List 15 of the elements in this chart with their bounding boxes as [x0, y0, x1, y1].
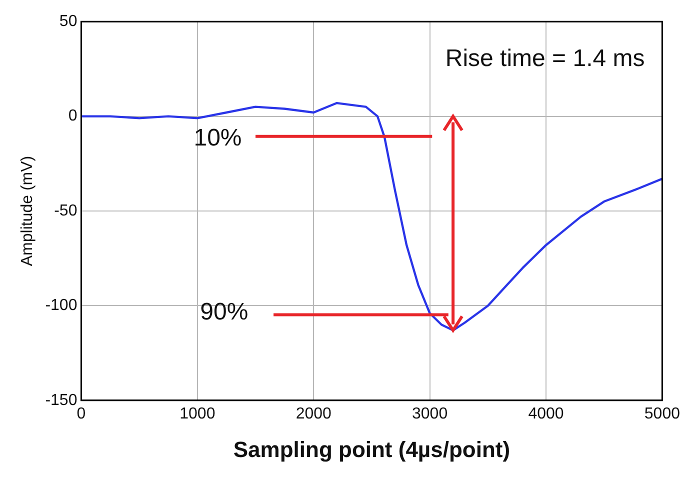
x-tick-label: 5000	[644, 405, 680, 422]
x-axis-title: Sampling point (4µs/point)	[233, 436, 510, 462]
y-axis-title: Amplitude (mV)	[19, 156, 36, 266]
y-tick-label: 0	[68, 108, 78, 125]
annotation: 10%	[194, 124, 242, 152]
annotation: 90%	[200, 298, 248, 326]
x-tick-label: 1000	[180, 405, 216, 422]
x-tick-label: 2000	[296, 405, 332, 422]
x-tick-label: 3000	[412, 405, 448, 422]
y-tick-label: -100	[45, 297, 78, 314]
annotation: Rise time = 1.4 ms	[445, 45, 645, 72]
y-tick-label: 50	[59, 13, 78, 30]
y-tick-label: -150	[45, 392, 78, 409]
x-tick-label: 4000	[528, 405, 564, 422]
y-tick-label: -50	[54, 202, 78, 220]
